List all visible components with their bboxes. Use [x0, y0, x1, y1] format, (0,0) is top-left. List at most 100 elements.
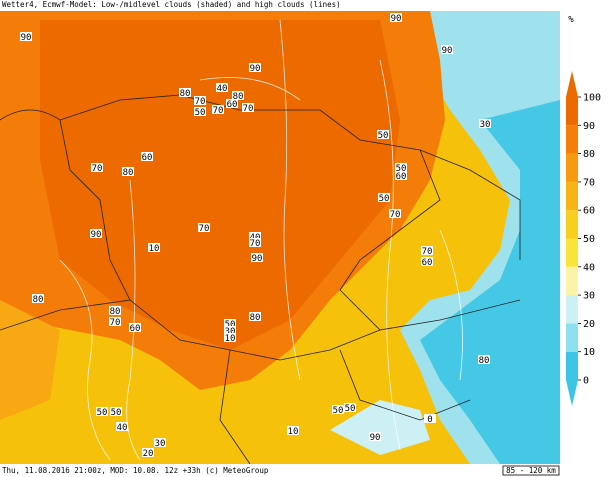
contour-label-bg — [90, 229, 102, 238]
contour-label-bg — [198, 223, 210, 232]
colorbar-tick-label: 60 — [583, 206, 595, 217]
colorbar-tick-label: 100 — [583, 93, 601, 104]
contour-label: 50 — [225, 320, 236, 330]
contour-label-bg — [96, 407, 108, 416]
contour-label: 10 — [225, 334, 236, 344]
contour-label: 10 — [288, 427, 299, 437]
colorbar-segment — [566, 97, 578, 126]
shade-pale — [330, 400, 430, 455]
contour-label: 0 — [427, 415, 432, 425]
contour-label-bg — [224, 319, 236, 328]
colorbar-tick-label: 80 — [583, 149, 595, 160]
contour-label: 90 — [391, 14, 402, 24]
contour-label: 60 — [142, 153, 153, 163]
contour-label-bg — [224, 333, 236, 342]
contour-label: 80 — [180, 89, 191, 99]
contour-label-bg — [122, 167, 134, 176]
contour-label-bg — [395, 171, 407, 180]
contour-label-bg — [109, 317, 121, 326]
contour-label-bg — [441, 45, 453, 54]
contour-label-bg — [377, 130, 389, 139]
header-title: Wetter4, Ecmwf-Model: Low-/midlevel clou… — [2, 0, 341, 9]
colorbar-segment — [566, 238, 578, 267]
contour-label: 40 — [217, 84, 228, 94]
colorbar-tick-label: 10 — [583, 347, 595, 358]
contour-label-bg — [194, 96, 206, 105]
contour-label-bg — [389, 209, 401, 218]
colorbar-arrow-top — [566, 71, 578, 97]
contour-label-bg — [148, 243, 160, 252]
contour-label: 70 — [243, 104, 254, 114]
contour-label-bg — [110, 407, 122, 416]
contour-label: 80 — [233, 92, 244, 102]
contour-label-bg — [287, 426, 299, 435]
contour-label: 30 — [155, 439, 166, 449]
contour-label-bg — [478, 355, 490, 364]
contour-label-bg — [141, 152, 153, 161]
contour-label: 30 — [225, 327, 236, 337]
contour-label: 70 — [390, 210, 401, 220]
contour-label: 60 — [396, 172, 407, 182]
contour-label-bg — [378, 193, 390, 202]
contour-label-bg — [32, 294, 44, 303]
contour-label-bg — [226, 99, 238, 108]
contour-label: 80 — [110, 307, 121, 317]
contour-label: 70 — [213, 106, 224, 116]
contour-label: 70 — [422, 247, 433, 257]
colorbar-segment — [566, 210, 578, 239]
colorbar-tick-label: 50 — [583, 234, 595, 245]
colorbar-segment — [566, 266, 578, 296]
colorbar-unit: % — [568, 15, 574, 25]
contour-label: 50 — [345, 404, 356, 414]
contour-label-bg — [421, 246, 433, 255]
contour-label: 60 — [227, 100, 238, 110]
contour-label: 70 — [110, 318, 121, 328]
colorbar: 0 10 20 30 40 50 60 70 80 90 100 — [566, 71, 601, 406]
contour-label: 50 — [111, 408, 122, 418]
contour-label-bg — [91, 163, 103, 172]
contour-label-bg — [194, 107, 206, 116]
contour-label-bg — [344, 403, 356, 412]
contour-label-bg — [216, 83, 228, 92]
contour-label: 70 — [199, 224, 210, 234]
contour-label: 50 — [97, 408, 108, 418]
contour-label: 60 — [422, 258, 433, 268]
contour-label-bg — [332, 405, 344, 414]
contour-label-bg — [109, 306, 121, 315]
footer-bar — [0, 464, 612, 477]
footer-info: Thu, 11.08.2016 21:00z, MOD: 10.08. 12z … — [2, 466, 269, 475]
contour-label: 90 — [21, 33, 32, 43]
contour-label-bg — [249, 312, 261, 321]
colorbar-tick-label: 70 — [583, 177, 595, 188]
contour-label: 40 — [117, 423, 128, 433]
contour-label: 90 — [442, 46, 453, 56]
colorbar-tick-label: 30 — [583, 291, 595, 302]
contour-label-bg — [390, 13, 402, 22]
contour-label: 90 — [250, 64, 261, 74]
contour-label-bg — [142, 448, 154, 457]
contour-label-bg — [395, 163, 407, 172]
colorbar-segment — [566, 181, 578, 211]
contour-label: 60 — [130, 324, 141, 334]
contour-label: 70 — [92, 164, 103, 174]
contour-label: 50 — [396, 164, 407, 174]
contour-label-bg — [249, 232, 261, 241]
contour-label-bg — [129, 323, 141, 332]
shade-orange-light — [0, 300, 60, 420]
contour-label: 10 — [149, 244, 160, 254]
contour-label: 90 — [370, 433, 381, 443]
contour-label: 30 — [480, 120, 491, 130]
contour-label-bg — [154, 438, 166, 447]
contour-label: 50 — [379, 194, 390, 204]
contour-label-bg — [249, 63, 261, 72]
colorbar-segment — [566, 323, 578, 352]
contour-label-bg — [479, 119, 491, 128]
colorbar-segment — [566, 153, 578, 182]
colorbar-tick-label: 90 — [583, 121, 595, 132]
contour-label-bg — [179, 88, 191, 97]
contour-label: 70 — [195, 97, 206, 107]
contour-label: 80 — [479, 356, 490, 366]
